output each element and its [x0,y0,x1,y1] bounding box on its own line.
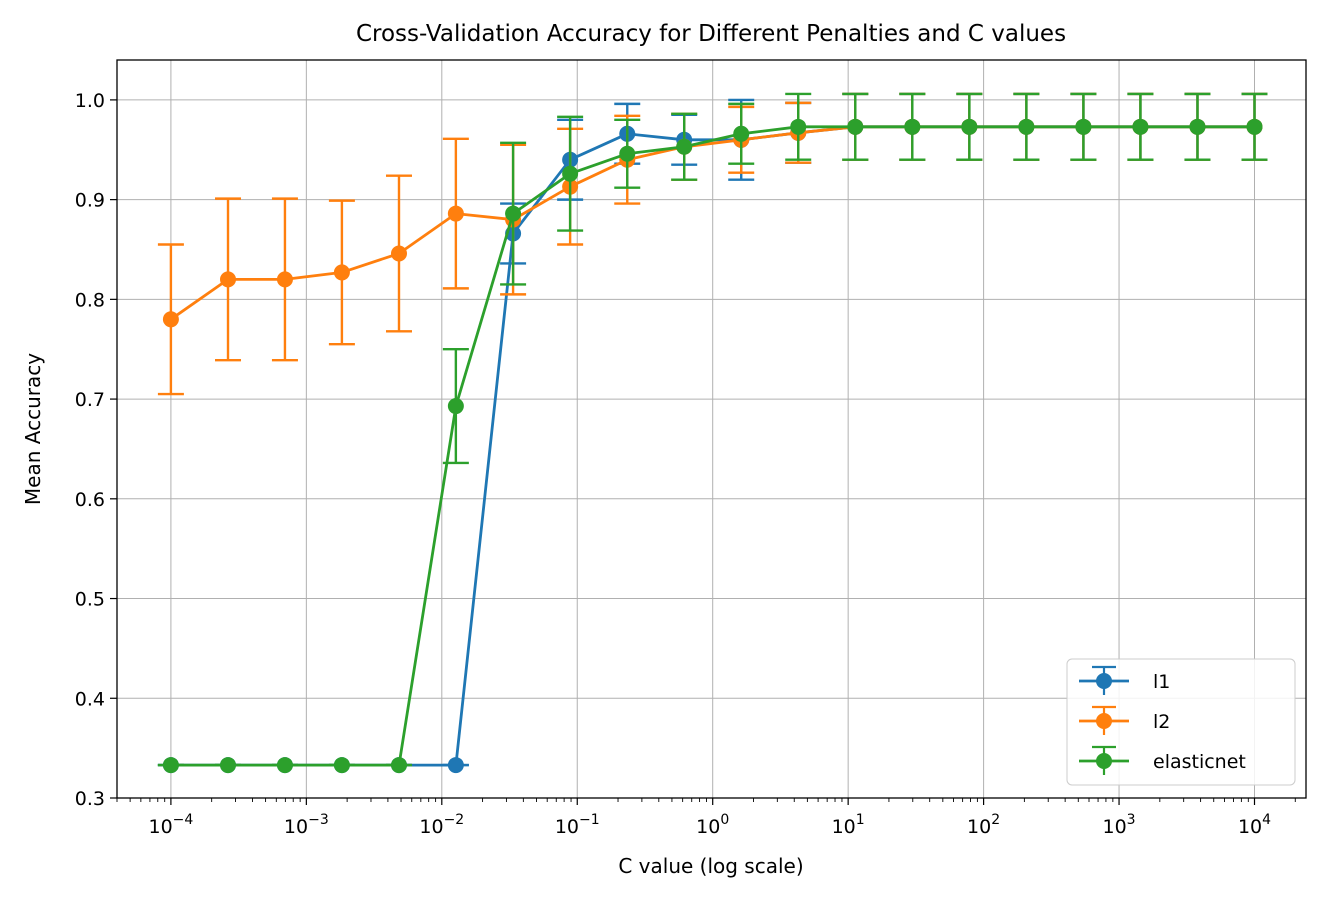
data-point [390,245,407,262]
data-point [162,311,179,328]
x-tick-label: 102 [967,812,1000,838]
x-tick-label: 104 [1238,812,1271,838]
x-tick-label: 103 [1102,812,1135,838]
grid [117,60,1306,799]
data-point [1132,118,1149,135]
legend-marker-elasticnet [1096,753,1112,769]
y-tick-label: 0.5 [75,589,105,611]
data-point [1246,118,1263,135]
legend-label-elasticnet: elasticnet [1153,751,1246,773]
data-point [790,118,807,135]
data-point [276,757,293,774]
legend: l1 l2 elasticnet [1066,658,1296,786]
axes-frame [116,59,1307,799]
data-point [1075,118,1092,135]
data-point [562,165,579,182]
data-point [276,271,293,288]
data-point [447,757,464,774]
data-point [162,757,179,774]
data-point [220,271,237,288]
data-point [390,757,407,774]
data-point [447,205,464,222]
y-tick-label: 0.6 [75,489,105,511]
x-tick-label: 10−2 [419,812,464,838]
y-tick-label: 0.8 [75,289,105,311]
data-point [904,118,921,135]
plot-area [157,92,1268,774]
y-tick-label: 0.3 [75,788,105,810]
data-point [333,264,350,281]
data-point [505,205,522,222]
x-tick-label: 10−1 [555,812,600,838]
x-tick-label: 10−4 [148,812,193,838]
y-tick-label: 1.0 [75,90,105,112]
data-point [1018,118,1035,135]
data-point [847,118,864,135]
chart-title: Cross-Validation Accuracy for Different … [356,21,1066,47]
x-tick-label: 101 [832,812,865,838]
data-point [333,757,350,774]
series-elasticnet [157,92,1268,774]
y-tick-label: 0.4 [75,688,105,710]
axis-ticks: 10−4 10−3 10−2 10−1 100 101 102 103 104 0.3 0.4 0.5… [75,90,1296,838]
data-point [733,125,750,142]
x-axis-label: C value (log scale) [618,854,803,878]
data-point [961,118,978,135]
data-point [676,138,693,155]
legend-label-l2: l2 [1153,711,1170,733]
y-tick-label: 0.9 [75,190,105,212]
y-axis-label: Mean Accuracy [21,353,45,505]
data-point [1189,118,1206,135]
y-tick-label: 0.7 [75,389,105,411]
data-point [619,145,636,162]
data-point [447,398,464,415]
series-line [170,125,1255,767]
legend-marker-l2 [1096,713,1112,729]
legend-marker-l1 [1096,673,1112,689]
legend-box [1066,658,1296,786]
x-tick-label: 10−3 [284,812,329,838]
legend-label-l1: l1 [1153,671,1170,693]
x-tick-label: 100 [696,812,729,838]
data-point [220,757,237,774]
